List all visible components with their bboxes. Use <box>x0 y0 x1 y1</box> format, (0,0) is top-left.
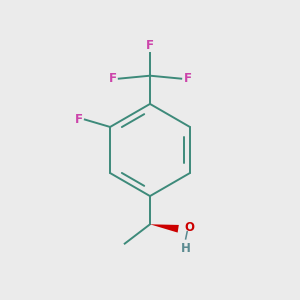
Text: F: F <box>184 72 192 85</box>
Polygon shape <box>150 224 179 232</box>
Text: H: H <box>181 242 190 255</box>
Text: F: F <box>74 113 83 126</box>
Text: F: F <box>108 72 116 85</box>
Text: O: O <box>185 221 195 234</box>
Text: F: F <box>146 39 154 52</box>
